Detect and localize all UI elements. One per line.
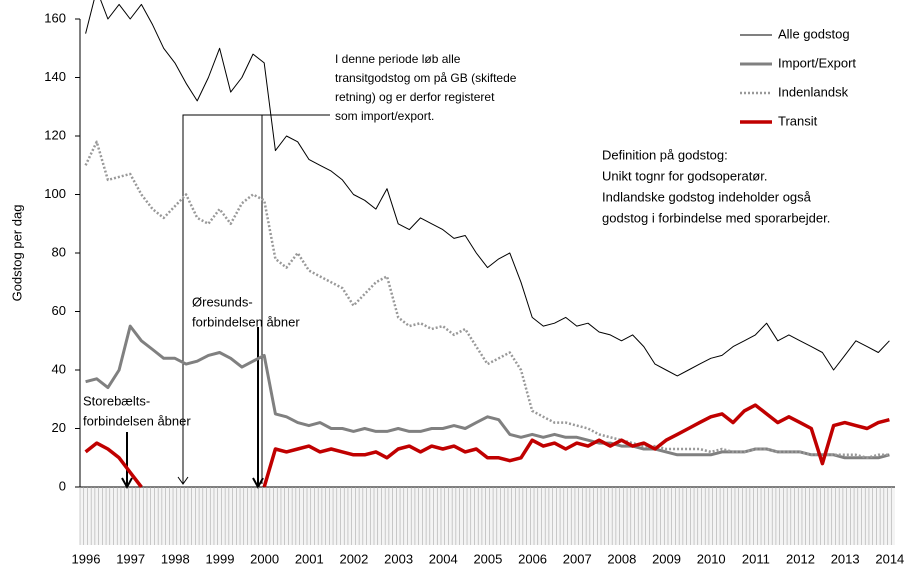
y-tick-label: 60 — [52, 303, 66, 318]
annotation: forbindelsen åbner — [192, 314, 300, 329]
x-tick-label: 2000 — [250, 551, 279, 566]
x-tick-label: 2001 — [295, 551, 324, 566]
x-tick-label: 1999 — [206, 551, 235, 566]
x-tick-label: 2009 — [652, 551, 681, 566]
annotation: forbindelsen åbner — [83, 413, 191, 428]
x-tick-label: 1996 — [72, 551, 101, 566]
legend-label: Alle godstog — [778, 26, 850, 41]
annotation: retning) og er derfor registeret — [335, 90, 495, 104]
y-tick-label: 100 — [44, 186, 66, 201]
annotation: Unikt tognr for godsoperatør. — [602, 168, 767, 183]
y-tick-label: 40 — [52, 361, 66, 376]
x-tick-label: 2014 — [875, 551, 904, 566]
y-axis-label: Godstog per dag — [9, 205, 24, 302]
x-tick-label: 1998 — [161, 551, 190, 566]
legend-label: Indenlandsk — [778, 84, 849, 99]
annotation: Storebælts- — [83, 393, 150, 408]
annotation: Øresunds- — [192, 294, 253, 309]
y-tick-label: 80 — [52, 244, 66, 259]
x-tick-label: 2007 — [563, 551, 592, 566]
x-tick-label: 2012 — [786, 551, 815, 566]
x-tick-label: 2002 — [339, 551, 368, 566]
x-tick-label: 2011 — [742, 551, 770, 566]
x-tick-label: 2004 — [429, 551, 458, 566]
series-line — [84, 403, 890, 489]
series-line — [85, 324, 890, 460]
series-line — [85, 0, 890, 377]
y-tick-label: 160 — [44, 10, 66, 25]
y-tick-label: 140 — [44, 69, 66, 84]
y-tick-label: 120 — [44, 127, 66, 142]
x-tick-label: 2008 — [607, 551, 636, 566]
annotation: som import/export. — [335, 109, 434, 123]
legend-label: Transit — [778, 113, 818, 128]
x-axis-band — [80, 487, 895, 545]
x-tick-label: 2013 — [831, 551, 860, 566]
annotation: Definition på godstog: — [602, 147, 728, 162]
x-tick-label: 2010 — [697, 551, 726, 566]
y-tick-label: 20 — [52, 420, 66, 435]
x-tick-label: 2005 — [473, 551, 502, 566]
annotation: Indlandske godstog indeholder også — [602, 189, 812, 204]
x-tick-label: 2003 — [384, 551, 413, 566]
x-tick-label: 1997 — [116, 551, 145, 566]
annotation: godstog i forbindelse med sporarbejder. — [602, 210, 830, 225]
y-tick-label: 0 — [59, 478, 66, 493]
legend-label: Import/Export — [778, 55, 856, 70]
x-tick-label: 2006 — [518, 551, 547, 566]
annotation: I denne periode løb alle — [335, 52, 461, 66]
annotation: transitgodstog om på GB (skiftede — [335, 71, 517, 85]
